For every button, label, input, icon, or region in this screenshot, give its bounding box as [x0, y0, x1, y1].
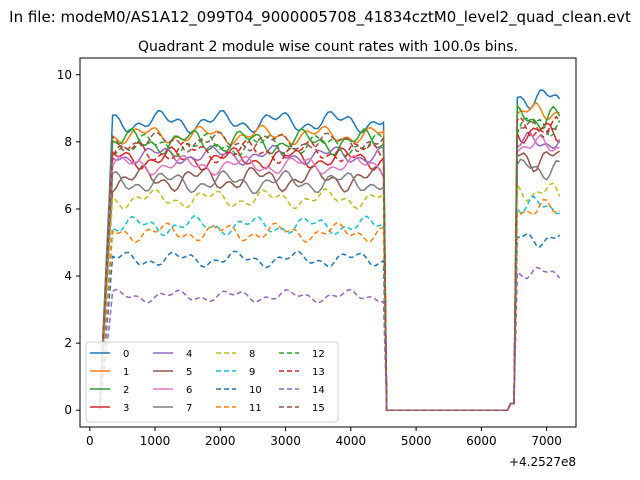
x-offset-label: +4.2527e8: [509, 455, 576, 469]
y-tick-label: 8: [64, 135, 72, 149]
x-tick-label: 4000: [336, 434, 367, 448]
x-tick-label: 1000: [140, 434, 171, 448]
legend-label-6: 6: [186, 385, 192, 396]
x-tick-label: 2000: [205, 434, 236, 448]
legend-label-4: 4: [186, 349, 192, 360]
y-tick-label: 2: [64, 336, 72, 350]
y-tick-label: 6: [64, 202, 72, 216]
legend-label-2: 2: [123, 385, 129, 396]
series-line-12: [98, 117, 561, 411]
axes-border: [79, 57, 577, 428]
x-tick-label: 6000: [466, 434, 497, 448]
legend-label-12: 12: [312, 349, 325, 360]
chart-title: Quadrant 2 module wise count rates with …: [138, 39, 518, 55]
y-tick-label: 4: [64, 269, 72, 283]
legend-label-0: 0: [123, 349, 129, 360]
x-axis: 0 1000 2000 3000 4000 5000 6000 7000: [86, 427, 562, 448]
legend-label-7: 7: [186, 403, 192, 414]
legend-label-5: 5: [186, 367, 192, 378]
legend-label-10: 10: [249, 385, 262, 396]
y-tick-label: 10: [57, 68, 72, 82]
y-axis: 0 2 4 6 8 10: [57, 68, 80, 417]
x-tick-label: 3000: [270, 434, 301, 448]
figure-suptitle: In file: modeM0/AS1A12_099T04_9000005708…: [9, 8, 631, 27]
x-tick-label: 7000: [531, 434, 562, 448]
x-tick-label: 0: [86, 434, 94, 448]
series-layer: [98, 89, 561, 411]
legend-label-8: 8: [249, 349, 255, 360]
y-tick-label: 0: [64, 403, 72, 417]
legend-label-3: 3: [123, 403, 129, 414]
legend-label-11: 11: [249, 403, 262, 414]
legend-box: [85, 341, 339, 423]
legend-label-1: 1: [123, 367, 129, 378]
legend-label-15: 15: [312, 403, 325, 414]
series-line-13: [98, 115, 561, 411]
legend-label-14: 14: [312, 385, 325, 396]
legend-label-13: 13: [312, 367, 325, 378]
series-line-14: [98, 266, 561, 411]
legend-label-9: 9: [249, 367, 255, 378]
x-tick-label: 5000: [401, 434, 432, 448]
